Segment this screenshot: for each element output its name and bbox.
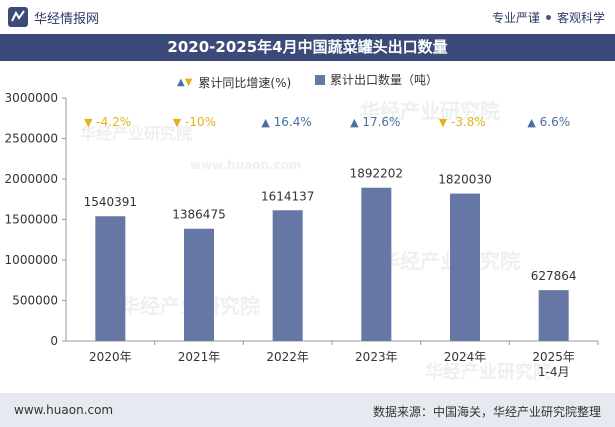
bar [184, 228, 214, 341]
bar-value-label: 1614137 [261, 189, 314, 203]
header-tags: 专业严谨 客观科学 [492, 9, 605, 26]
bar [361, 187, 392, 341]
legend-growth-label: 累计同比增速(%) [198, 75, 292, 90]
growth-value-label: 16.4% [274, 115, 312, 129]
bar-value-label: 627864 [531, 269, 577, 283]
bar [538, 290, 569, 341]
legend-growth: ▲ ▼ 累计同比增速(%) [177, 74, 291, 91]
top-bar: 华经情报网 专业严谨 客观科学 [0, 0, 615, 34]
y-tick-label: 2500000 [5, 132, 58, 146]
legend-bar-swatch [315, 74, 325, 85]
growth-value-label: -4.2% [96, 115, 131, 129]
y-tick-label: 3000000 [5, 91, 58, 105]
growth-down-icon: ▼ [173, 116, 182, 129]
x-tick-label: 2020年 [89, 350, 132, 364]
y-tick-label: 500000 [12, 294, 58, 308]
legend-export-label: 累计出口数量（吨） [330, 73, 439, 87]
growth-down-icon: ▼ [439, 116, 448, 129]
growth-up-icon: ▲ [527, 116, 536, 129]
footer-website[interactable]: www.huaon.com [14, 403, 114, 417]
brand-logo-icon [8, 7, 28, 27]
bar [450, 193, 480, 341]
y-tick-label: 1500000 [5, 213, 58, 227]
growth-down-icon: ▼ [84, 116, 93, 129]
legend-export: 累计出口数量（吨） [315, 71, 438, 88]
chart-area: 0 500000 1000000 1500000 2000000 2500000 30000… [5, 91, 599, 379]
x-tick-label: 2023年 [355, 350, 398, 364]
x-tick-label: 2025年 [532, 350, 575, 364]
growth-value-label: -10% [185, 115, 216, 129]
growth-value-label: -3.8% [451, 115, 486, 129]
growth-value-label: 17.6% [362, 115, 400, 129]
growth-up-icon: ▲ [261, 116, 270, 129]
growth-value-label: 6.6% [540, 115, 571, 129]
y-tick-label: 1000000 [5, 253, 58, 267]
x-tick-label: 2024年 [444, 350, 487, 364]
chart-legend: ▲ ▼ 累计同比增速(%) 累计出口数量（吨） [0, 71, 615, 91]
y-tick-label: 2000000 [5, 172, 58, 186]
triangle-up-icon: ▲ [176, 76, 185, 88]
bar-value-label: 1892202 [350, 167, 403, 181]
x-tick-label: 2022年 [266, 350, 309, 364]
tag-objective: 客观科学 [556, 11, 605, 25]
triangle-down-icon: ▼ [184, 76, 193, 88]
bar-value-label: 1386475 [172, 208, 225, 222]
bar-value-label: 1820030 [438, 173, 491, 187]
brand[interactable]: 华经情报网 [8, 7, 99, 27]
footer: www.huaon.com 数据来源：中国海关，华经产业研究院整理 [0, 393, 615, 427]
bar [272, 210, 303, 341]
bar [95, 216, 126, 341]
y-tick-label: 0 [50, 334, 58, 348]
x-tick-label: 1-4月 [538, 365, 570, 379]
footer-source: 数据来源：中国海关，华经产业研究院整理 [372, 405, 601, 419]
separator-dot-icon [545, 15, 551, 20]
bar-value-label: 1540391 [84, 195, 137, 209]
chart-title: 2020-2025年4月中国蔬菜罐头出口数量 [0, 34, 615, 61]
tag-professional: 专业严谨 [491, 11, 540, 25]
growth-up-icon: ▲ [350, 116, 359, 129]
brand-name: 华经情报网 [34, 11, 100, 27]
x-tick-label: 2021年 [178, 350, 221, 364]
